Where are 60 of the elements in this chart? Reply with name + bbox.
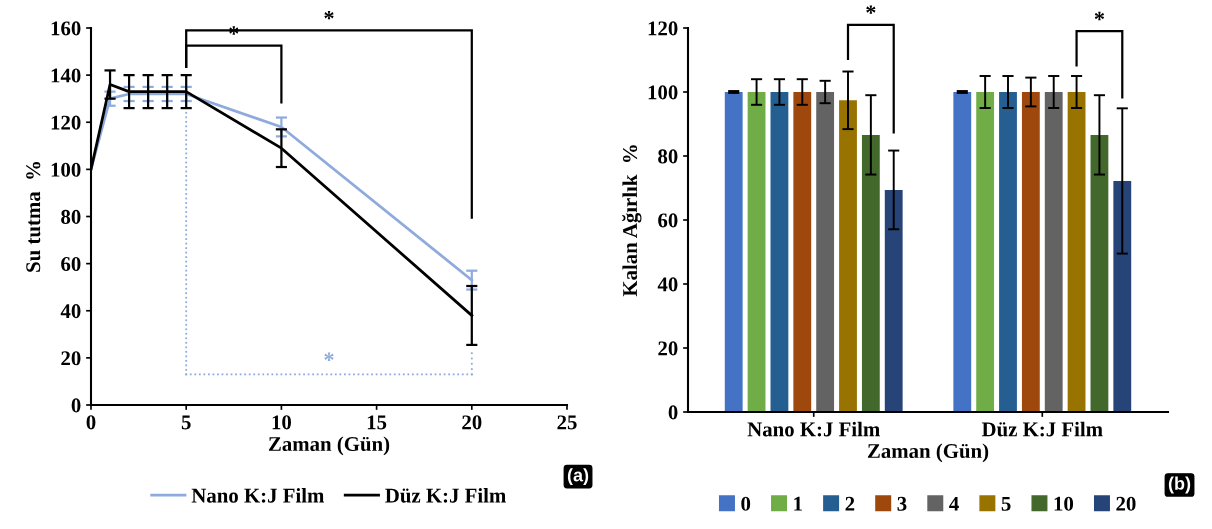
y-tick-label: 60 [658, 213, 678, 228]
text: * [324, 10, 334, 20]
legend-label: Düz K:J Film [385, 487, 506, 503]
bar [861, 134, 880, 412]
y-tick-label: 140 [51, 68, 81, 83]
bar [1044, 92, 1063, 412]
y-tick-label: 100 [51, 162, 81, 177]
legend-label: Nano K:J Film [191, 487, 325, 503]
bar [747, 92, 766, 412]
legend-label: 5 [1001, 496, 1011, 511]
bar [839, 100, 857, 412]
legend-label: 2 [845, 496, 855, 511]
x-tick-label: 10 [272, 415, 292, 430]
x-tick-label: 20 [462, 415, 482, 430]
y-tick-label: 20 [61, 351, 81, 366]
bar [1090, 134, 1109, 412]
x-axis-title: Zaman (Gün) [867, 443, 989, 463]
x-tick-label: Nano K:J Film [747, 421, 880, 437]
y-axis-title: Kalan Ağırlık % [622, 145, 642, 297]
x-tick-label: 15 [367, 415, 387, 430]
x-tick-label: Düz K:J Film [981, 421, 1103, 437]
annotation: * [324, 352, 334, 361]
y-tick-label: 0 [668, 405, 678, 420]
legend-label: 3 [897, 496, 907, 511]
bar [724, 92, 743, 412]
y-tick-label: 100 [648, 85, 678, 100]
bar [816, 92, 835, 412]
text: * [866, 5, 876, 14]
bar [793, 92, 812, 412]
bar [976, 92, 995, 412]
bar [1067, 92, 1086, 412]
x-tick-label: 0 [86, 415, 96, 430]
x-tick-label: 25 [557, 415, 577, 430]
y-tick-label: 160 [51, 21, 81, 36]
text: * [1094, 11, 1105, 21]
y-tick-label: 120 [51, 115, 81, 130]
legend-label: 20 [1116, 496, 1136, 511]
bar [770, 92, 789, 412]
x-axis-title: Zaman (Gün) [268, 436, 390, 456]
y-tick-label: 40 [60, 304, 81, 319]
y-axis-title: Su tutma % [26, 162, 41, 272]
y-tick-label: 80 [658, 149, 678, 164]
text: (a) [567, 468, 589, 486]
bar [999, 92, 1017, 412]
y-tick-label: 20 [658, 341, 678, 356]
y-tick-label: 40 [657, 277, 678, 292]
legend-label: 1 [794, 496, 802, 511]
legend-label: 10 [1054, 496, 1074, 511]
bar [1021, 92, 1040, 412]
y-tick-label: 80 [61, 209, 81, 224]
legend-label: 4 [949, 496, 959, 511]
y-tick-label: 60 [61, 257, 81, 272]
bar [884, 189, 903, 412]
y-tick-label: 120 [648, 21, 678, 36]
legend-label: 0 [741, 496, 751, 511]
x-tick-label: 5 [181, 415, 191, 430]
text: (b) [1168, 476, 1191, 494]
bar [1113, 180, 1132, 412]
bar [953, 92, 972, 412]
y-tick-label: 0 [71, 398, 81, 413]
